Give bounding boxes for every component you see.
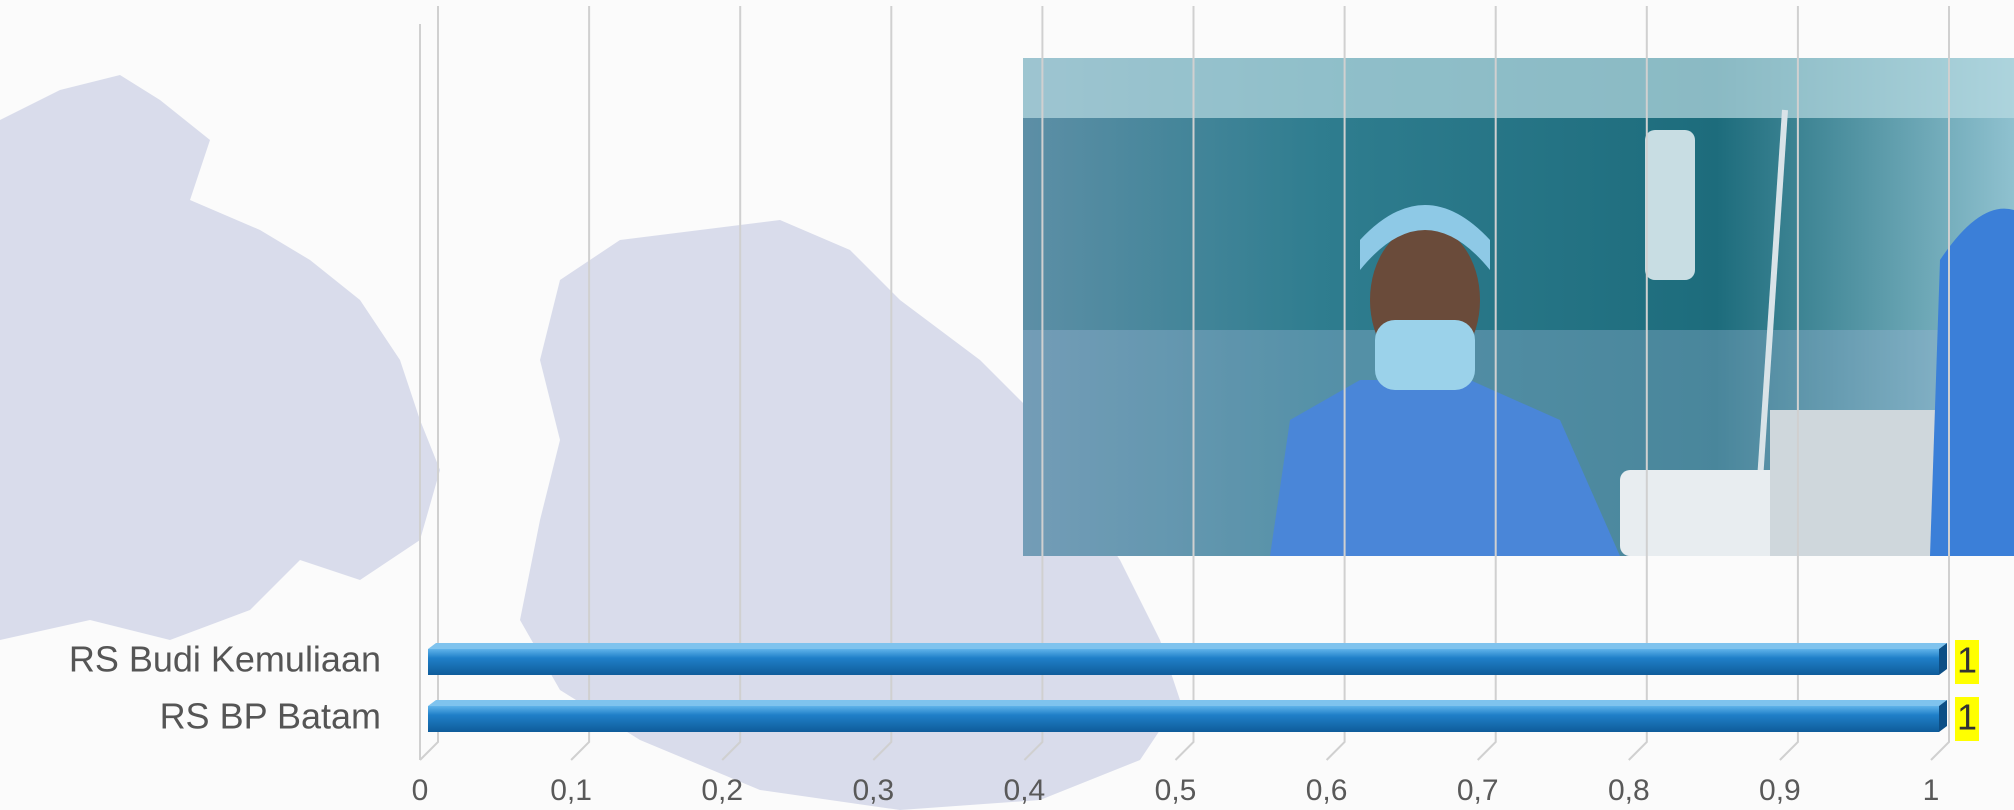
- grid-line: [1930, 6, 1950, 761]
- grid-line: [1023, 6, 1044, 761]
- data-label: 1: [1957, 640, 1977, 681]
- grid-line: [1476, 6, 1497, 761]
- x-tick-label: 0,8: [1608, 774, 1650, 807]
- bar-end: [1939, 700, 1947, 732]
- x-tick-label: 1: [1923, 774, 1940, 807]
- x-tick-label: 0,5: [1155, 774, 1197, 807]
- bar: [428, 706, 1939, 732]
- grid-line: [419, 6, 439, 761]
- grid-line: [872, 6, 893, 761]
- category-label: RS Budi Kemuliaan: [69, 639, 381, 680]
- x-tick-label: 0,6: [1306, 774, 1348, 807]
- x-tick-label: 0,7: [1457, 774, 1499, 807]
- grid-line: [570, 6, 591, 761]
- x-tick-label: 0,2: [701, 774, 743, 807]
- bars: [428, 643, 1947, 732]
- data-label-background: [1955, 640, 1979, 684]
- bar-end: [1939, 643, 1947, 675]
- photo: [1023, 58, 2014, 557]
- data-label: 1: [1957, 697, 1977, 738]
- grid-line: [1779, 6, 1799, 761]
- grid-line: [721, 6, 742, 761]
- x-tick-label: 0: [412, 774, 429, 807]
- bar-top: [428, 643, 1947, 649]
- category-label: RS BP Batam: [160, 696, 381, 737]
- grid-line: [1174, 6, 1195, 761]
- x-tick-label: 0,1: [550, 774, 592, 807]
- x-tick-label: 0,3: [852, 774, 894, 807]
- bar-top: [428, 700, 1947, 706]
- x-tick-label: 0,9: [1759, 774, 1801, 807]
- data-label-background: [1955, 697, 1979, 741]
- x-tick-label: 0,4: [1004, 774, 1046, 807]
- bar: [428, 649, 1939, 675]
- grid-line: [1325, 6, 1346, 761]
- grid-line: [1628, 6, 1648, 761]
- labels: 0 0,1 0,2 0,3 0,4 0,5 0,6 0,7 0,8 0,9 1 RS Budi Kem…: [69, 639, 1979, 807]
- grid: [419, 6, 1950, 761]
